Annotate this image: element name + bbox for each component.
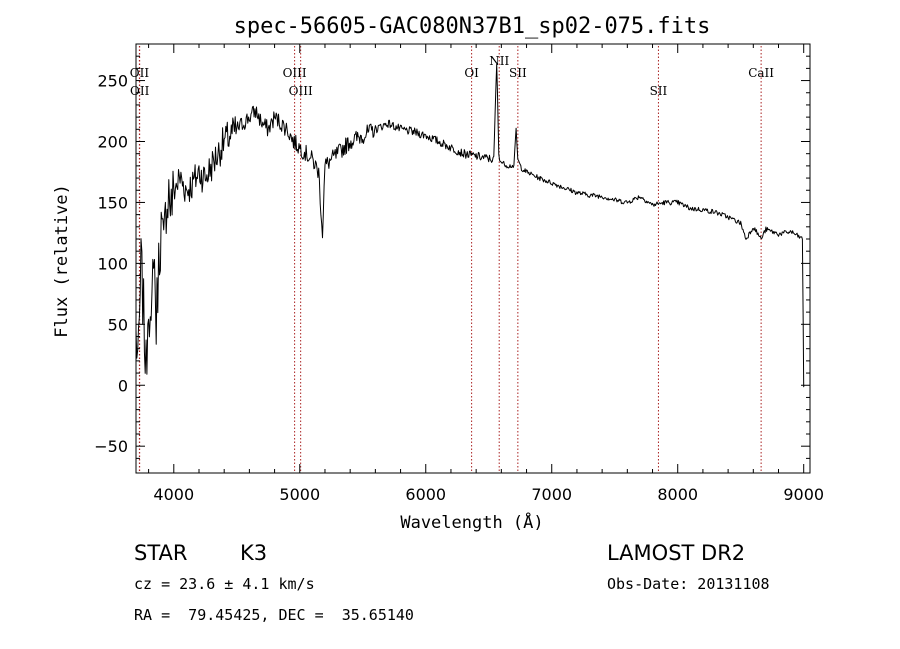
chart-title: spec-56605-GAC080N37B1_sp02-075.fits: [234, 14, 711, 39]
line-marker-label: CaII: [748, 66, 774, 80]
y-tick-label: 150: [97, 193, 128, 212]
line-marker-label: OII: [130, 84, 150, 98]
x-axis-label: Wavelength (Å): [400, 511, 543, 533]
y-tick-label: 100: [97, 254, 128, 273]
y-axis-label: Flux (relative): [52, 184, 72, 338]
x-tick-label: 7000: [531, 485, 572, 504]
line-marker-label: OI: [464, 66, 479, 80]
observation-date: Obs-Date: 20131108: [607, 575, 770, 593]
y-tick-label: 0: [118, 376, 128, 395]
spectrum-line: [135, 63, 805, 388]
x-tick-label: 5000: [279, 485, 320, 504]
redshift-readout: cz = 23.6 ± 4.1 km/s: [134, 575, 315, 593]
x-tick-label: 8000: [657, 485, 698, 504]
y-tick-label: 250: [97, 72, 128, 91]
y-tick-label: −50: [94, 437, 128, 456]
x-axis: 4000 5000 6000 7000 8000 9000: [148, 44, 824, 504]
coordinates-readout: RA = 79.45425, DEC = 35.65140: [134, 606, 414, 624]
line-marker-label: NII: [489, 54, 509, 68]
line-marker-label: OII: [130, 66, 150, 80]
line-marker-label: SII: [650, 84, 668, 98]
object-class: STAR: [134, 541, 187, 565]
y-tick-label: 200: [97, 133, 128, 152]
y-axis: −50 0 50 100 150 200 250: [94, 55, 810, 459]
survey-name: LAMOST DR2: [607, 541, 745, 565]
object-subclass: K3: [240, 541, 267, 565]
x-tick-label: 4000: [153, 485, 194, 504]
x-tick-label: 9000: [783, 485, 824, 504]
line-marker-label: OIII: [283, 66, 307, 80]
line-marker-label: OIII: [289, 84, 313, 98]
line-marker-label: SII: [509, 66, 527, 80]
spectrum-series: [135, 63, 805, 388]
y-tick-label: 50: [108, 315, 128, 334]
x-tick-label: 6000: [405, 485, 446, 504]
plot-frame: [135, 43, 811, 474]
